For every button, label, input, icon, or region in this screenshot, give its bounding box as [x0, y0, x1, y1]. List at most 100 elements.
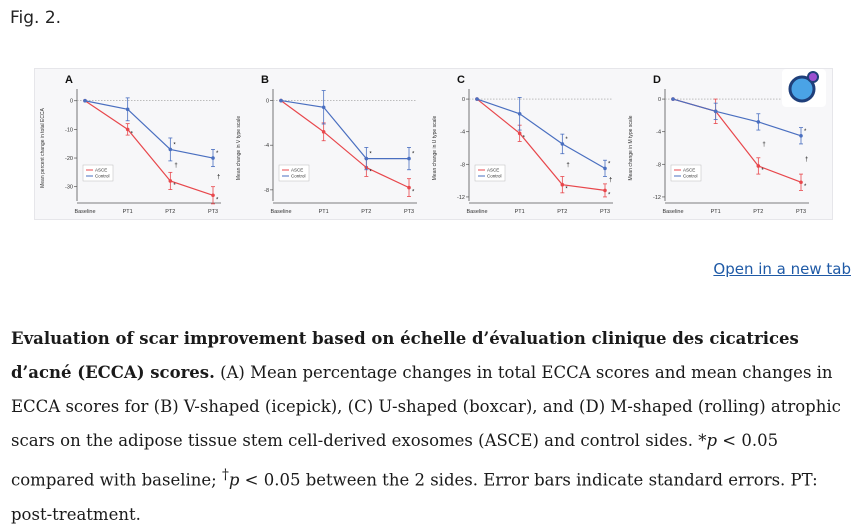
data-point-asce	[756, 164, 761, 168]
significance-mark: *	[608, 192, 611, 198]
significance-mark: *	[173, 183, 176, 189]
significance-mark: *	[412, 152, 415, 158]
y-tick-label: -8	[460, 162, 465, 168]
figure-label: Fig. 2.	[10, 8, 62, 28]
panel-letter: B	[261, 74, 269, 86]
data-point-control	[321, 105, 326, 110]
series-line-asce	[280, 100, 410, 189]
data-point-asce	[799, 180, 803, 185]
significance-mark: *	[369, 170, 372, 176]
data-point-asce	[321, 130, 326, 134]
between-sides-mark: †	[609, 177, 612, 183]
y-tick-label: 0	[70, 99, 73, 105]
x-tick-label: PT3	[796, 209, 806, 215]
panel-b-chart: B Mean change in V type scale 0 -4 -8 Baselin…	[236, 74, 417, 215]
data-point-asce	[125, 127, 130, 132]
data-point-control	[279, 98, 283, 103]
x-tick-label: PT1	[319, 209, 329, 215]
figure-image[interactable]: A Mean percent change in total ECCA 0 -10 -2…	[34, 68, 833, 220]
legend-box	[82, 164, 114, 182]
y-tick-label: -4	[460, 130, 465, 136]
data-point-control	[407, 156, 411, 161]
data-point-control	[475, 97, 479, 101]
legend-label: ASCE	[487, 168, 499, 173]
y-axis-label: Mean change in U type scale	[432, 116, 438, 181]
y-tick-label: -4	[656, 130, 661, 136]
caption-text-1: (A) Mean percentage changes in total ECC…	[11, 363, 841, 450]
legend-label: ASCE	[683, 168, 695, 173]
data-point-control	[713, 109, 718, 114]
caption-p-italic-1: p	[706, 431, 718, 450]
x-tick-label: PT3	[208, 209, 218, 215]
significance-mark: *	[173, 142, 176, 148]
series-line-control	[672, 98, 802, 137]
caption-dagger: †	[221, 467, 229, 483]
significance-mark: *	[565, 137, 568, 143]
caption-text-2: < 0.05 compared with baseline;	[11, 431, 779, 490]
data-point-control	[799, 133, 803, 138]
legend-label: Control	[487, 174, 502, 179]
x-tick-label: Baseline	[662, 209, 683, 215]
data-point-asce	[603, 188, 607, 193]
y-axis-label: Mean change in V type scale	[236, 116, 242, 180]
series-line-control	[476, 98, 606, 169]
data-point-control	[364, 156, 369, 161]
x-tick-label: PT3	[600, 209, 610, 215]
x-tick-label: Baseline	[74, 209, 95, 215]
significance-mark: *	[804, 184, 807, 190]
panel-letter: A	[65, 74, 73, 86]
data-point-asce	[407, 185, 411, 190]
y-tick-label: -8	[264, 188, 269, 194]
data-point-control	[671, 97, 675, 101]
caption-title: Evaluation of scar improvement based on …	[11, 329, 799, 382]
data-point-control	[560, 142, 565, 146]
legend-label: ASCE	[95, 168, 107, 173]
open-in-new-tab-link[interactable]: Open in a new tab	[713, 260, 851, 278]
x-tick-label: PT2	[361, 209, 371, 215]
y-axis-label: Mean change in M type scale	[628, 115, 634, 180]
y-axis-label: Mean percent change in total ECCA	[40, 107, 46, 187]
y-tick-label: -4	[264, 143, 269, 149]
panel-a-chart: A Mean percent change in total ECCA 0 -10 -2…	[40, 74, 221, 215]
significance-mark: *	[369, 152, 372, 158]
data-point-asce	[560, 182, 565, 187]
significance-mark: *	[761, 168, 764, 174]
x-tick-label: PT2	[753, 209, 763, 215]
panel-d-chart: D Mean change in M type scale 0 -4 -8 -12 Base…	[628, 74, 809, 215]
significance-mark: *	[131, 131, 134, 137]
data-point-control	[603, 166, 607, 171]
significance-mark: *	[523, 135, 526, 141]
legend-label: ASCE	[291, 168, 303, 173]
data-point-asce	[517, 131, 522, 136]
legend-label: Control	[95, 174, 110, 179]
data-point-control	[756, 120, 761, 124]
zoom-button[interactable]	[782, 69, 826, 107]
x-tick-label: PT1	[515, 209, 525, 215]
caption-p-italic-2: p	[228, 470, 240, 490]
significance-mark: *	[216, 151, 219, 157]
y-tick-label: 0	[658, 97, 661, 103]
data-point-asce	[211, 193, 215, 198]
legend-box	[474, 164, 506, 182]
significance-mark: *	[216, 197, 219, 203]
significance-mark: *	[804, 129, 807, 135]
data-point-control	[517, 111, 522, 116]
significance-mark: *	[565, 187, 568, 193]
series-line-asce	[84, 100, 214, 196]
data-point-control	[211, 156, 215, 160]
y-tick-label: -12	[653, 195, 661, 201]
data-point-control	[125, 107, 130, 112]
series-line-control	[84, 100, 214, 159]
panel-letter: C	[457, 74, 465, 86]
between-sides-mark: †	[566, 162, 569, 168]
x-tick-label: PT1	[711, 209, 721, 215]
between-sides-mark: †	[805, 157, 808, 163]
legend-label: Control	[683, 174, 698, 179]
y-tick-label: 0	[266, 99, 269, 105]
panel-c-chart: C Mean change in U type scale 0 -4 -8 -12 Base…	[432, 74, 613, 215]
y-tick-label: 0	[462, 97, 465, 103]
significance-mark: *	[608, 161, 611, 167]
legend-label: Control	[291, 174, 306, 179]
legend-box	[278, 164, 310, 182]
x-tick-label: Baseline	[270, 209, 291, 215]
